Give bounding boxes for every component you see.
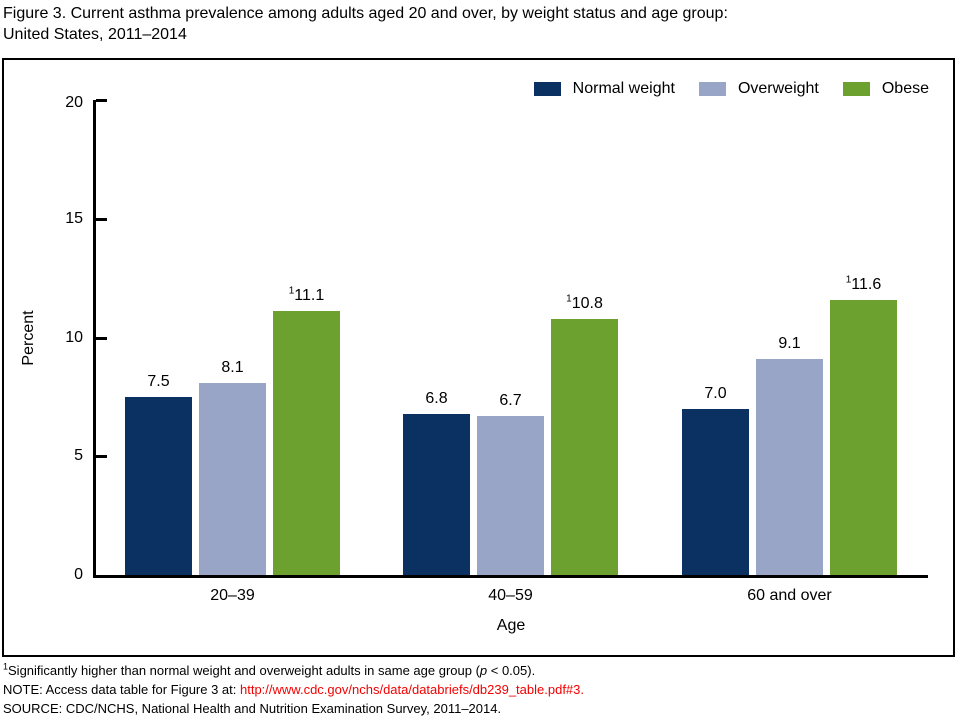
footnote-significance: 1Significantly higher than normal weight… — [3, 661, 536, 678]
figure-title: Figure 3. Current asthma prevalence amon… — [3, 3, 943, 45]
bar-obese-20-39 — [273, 311, 340, 575]
bar-obese-40-59 — [551, 318, 618, 575]
category-label-60-and-over: 60 and over — [747, 587, 832, 604]
bar-value-label-overweight-40-59: 6.7 — [499, 391, 522, 409]
legend-swatch-obese — [842, 82, 870, 96]
value-superscript: 1 — [845, 274, 852, 286]
value-superscript: 1 — [288, 286, 295, 298]
bar-overweight-60-and-over — [756, 358, 823, 575]
bar-overweight-40-59 — [477, 415, 544, 575]
footnote-source: SOURCE: CDC/NCHS, National Health and Nu… — [3, 701, 502, 716]
y-tick-label-0: 0 — [74, 566, 83, 583]
legend-label-obese: Obese — [881, 80, 929, 97]
bar-value-label-overweight-20-39: 8.1 — [221, 358, 244, 376]
value-superscript: 1 — [566, 293, 572, 305]
y-tick-20 — [96, 99, 107, 102]
x-axis-title: Age — [496, 617, 526, 634]
bar-value-label-overweight-60-and-over: 9.1 — [778, 334, 801, 352]
y-tick-label-15: 15 — [65, 209, 83, 227]
bar-value-label-normal-weight-20-39: 7.5 — [147, 372, 170, 390]
x-axis-line — [93, 575, 928, 578]
note-label: NOTE: Access data table for Figure 3 at: — [3, 682, 240, 697]
bar-overweight-20-39 — [199, 382, 266, 575]
figure-title-line2: United States, 2011–2014 — [3, 26, 187, 43]
legend-swatch-normal-weight — [533, 82, 561, 96]
note-link[interactable]: http://www.cdc.gov/nchs/data/databriefs/… — [240, 682, 581, 697]
bar-value-label-obese-20-39: 111.1 — [288, 286, 325, 305]
legend-item-normal-weight: Normal weight — [533, 80, 675, 98]
chart-frame: Normal weight Overweight Obese 0 5 10 15 20 7.5… — [2, 58, 955, 657]
bar-normal-weight-20-39 — [125, 396, 192, 575]
bar-normal-weight-40-59 — [403, 413, 470, 575]
bar-obese-60-and-over — [830, 299, 897, 575]
y-tick-label-10: 10 — [65, 328, 83, 346]
bar-value-label-normal-weight-60-and-over: 7.0 — [704, 384, 727, 402]
footnote-note: NOTE: Access data table for Figure 3 at:… — [3, 680, 953, 699]
figure-title-line1: Figure 3. Current asthma prevalence amon… — [3, 5, 728, 22]
legend-swatch-overweight — [698, 82, 726, 96]
y-tick-5 — [96, 455, 107, 459]
footnote-p-italic: p — [479, 663, 488, 678]
footnotes: 1Significantly higher than normal weight… — [3, 661, 953, 718]
footnote-superscript: 1 — [3, 661, 9, 672]
y-tick-10 — [96, 336, 107, 340]
y-tick-label-20: 20 — [65, 94, 83, 111]
bar-value-label-normal-weight-40-59: 6.8 — [425, 389, 448, 407]
y-tick-label-5: 5 — [74, 447, 83, 465]
legend-label-normal-weight: Normal weight — [572, 80, 675, 97]
y-tick-15 — [96, 217, 107, 221]
legend-label-overweight: Overweight — [737, 80, 819, 97]
category-label-40-59: 40–59 — [488, 587, 533, 604]
bar-value-label-obese-40-59: 110.8 — [566, 293, 603, 312]
legend: Normal weight Overweight Obese — [533, 80, 929, 98]
y-axis-line — [93, 100, 96, 578]
category-label-20-39: 20–39 — [210, 587, 255, 604]
note-period: . — [580, 682, 585, 697]
y-axis-title: Percent — [20, 309, 37, 366]
bar-value-label-obese-60-and-over: 111.6 — [845, 274, 882, 293]
legend-item-obese: Obese — [842, 80, 929, 98]
legend-item-overweight: Overweight — [698, 80, 819, 98]
bar-normal-weight-60-and-over — [682, 408, 749, 575]
